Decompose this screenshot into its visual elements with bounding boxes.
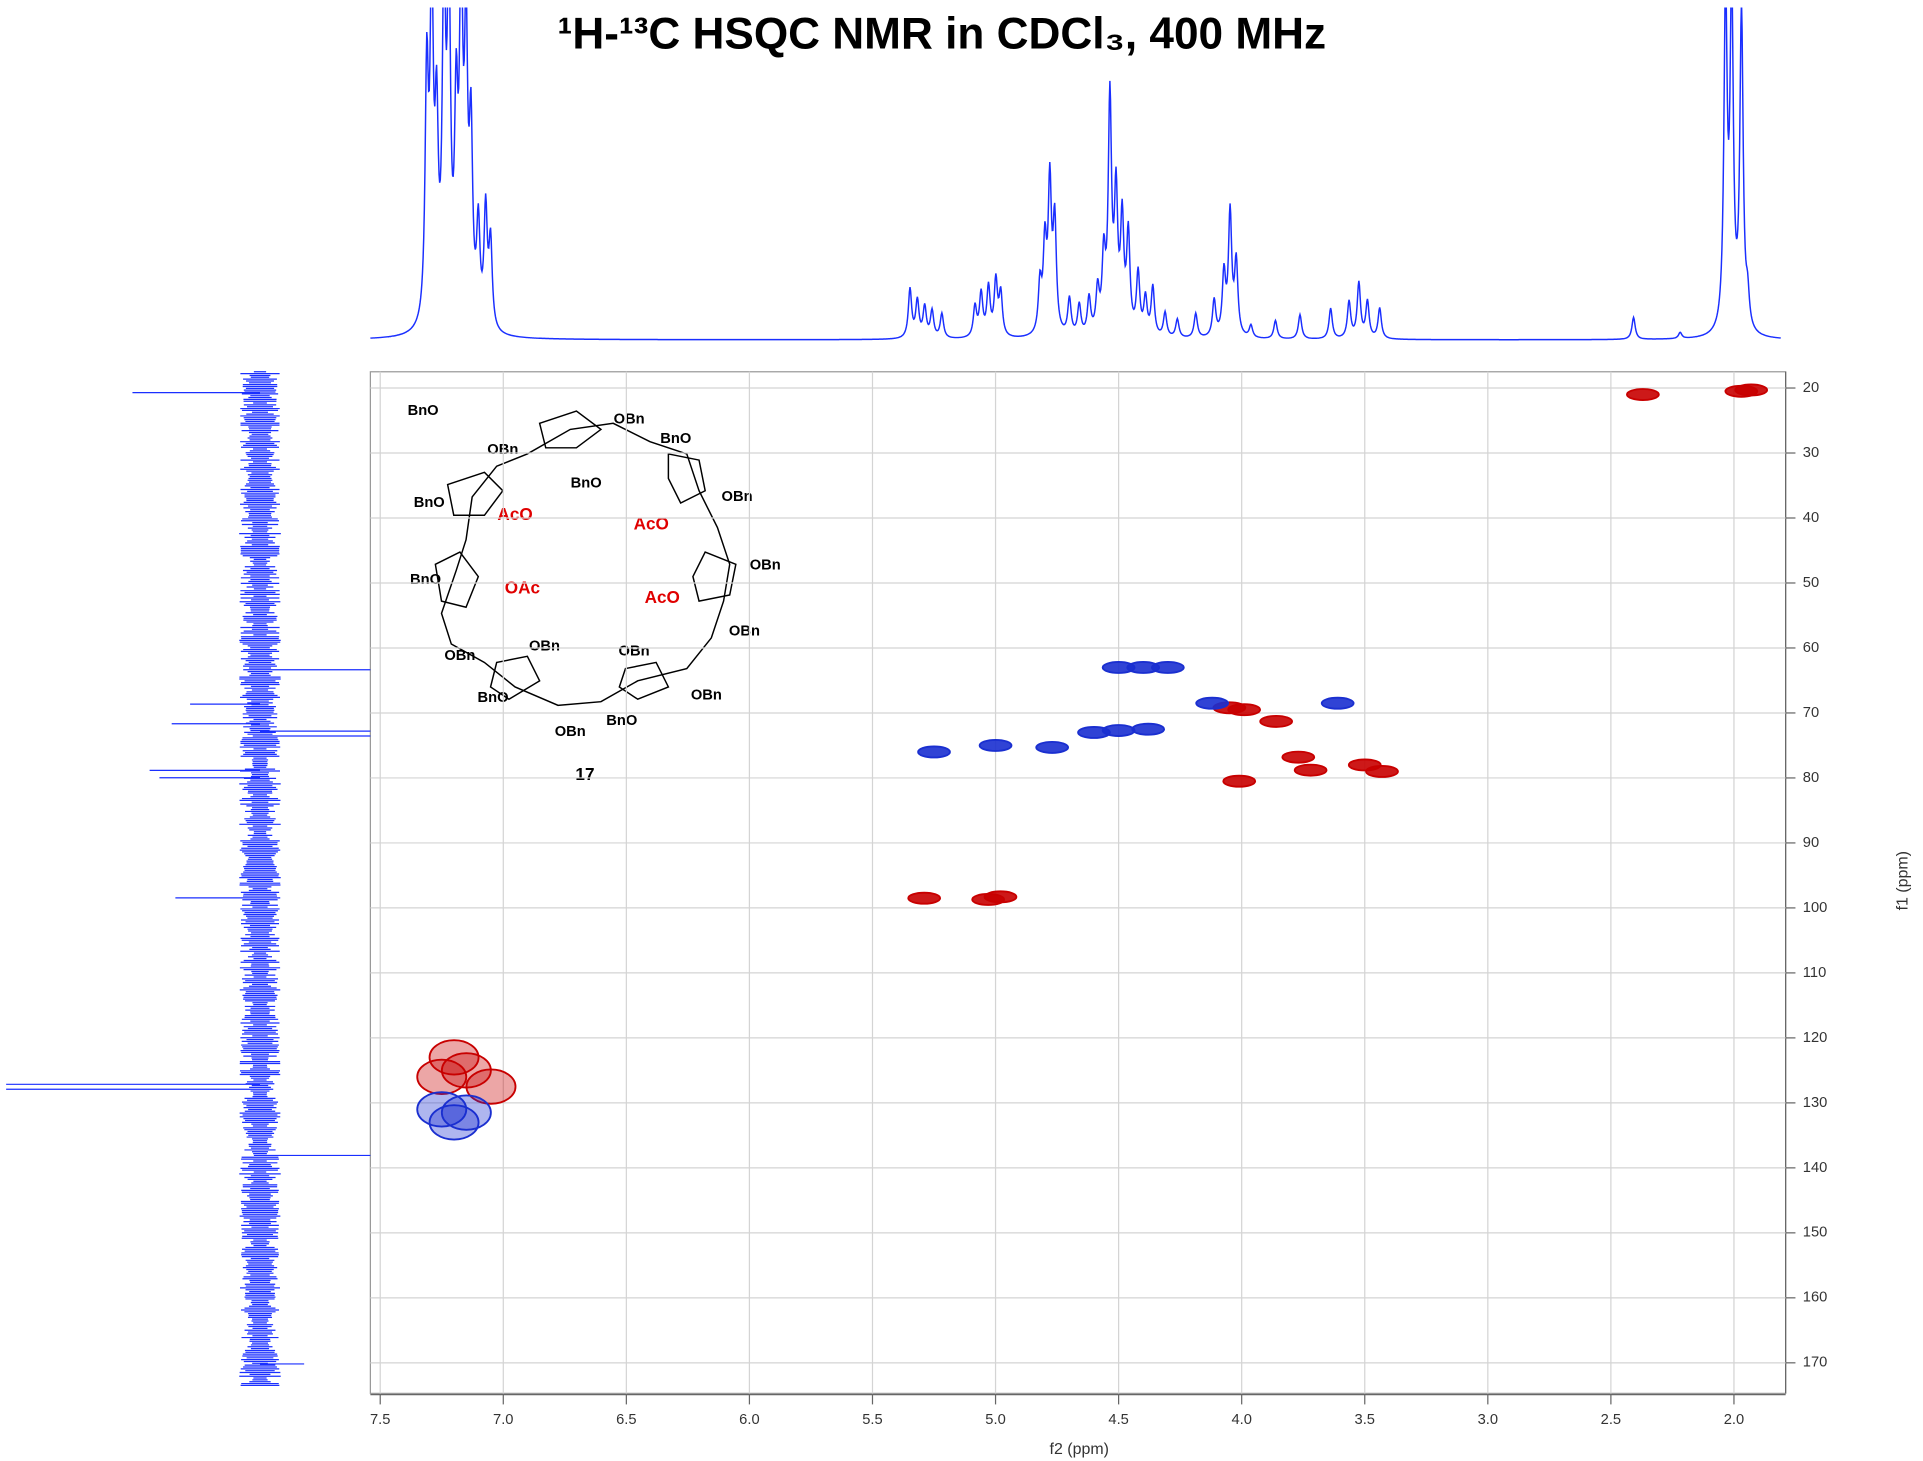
f1-projection	[6, 371, 371, 1387]
atom-label: OBn	[529, 638, 560, 654]
atom-label: BnO	[414, 495, 445, 511]
x-axis-label: f2 (ppm)	[1050, 1441, 1109, 1458]
atom-label: BnO	[660, 431, 691, 447]
cross-peak	[907, 891, 942, 905]
x-tick-label: 3.0	[1478, 1412, 1498, 1428]
y-tick-label: 110	[1803, 965, 1826, 981]
y-tick-label: 40	[1803, 510, 1819, 526]
y-tick-label: 20	[1803, 380, 1819, 396]
atom-label: OAc	[505, 577, 541, 597]
x-tick-label: 6.5	[616, 1412, 636, 1428]
cross-peak	[1626, 388, 1660, 401]
cross-peak	[1259, 714, 1294, 728]
atom-label: AcO	[497, 504, 532, 524]
y-tick-label: 30	[1803, 445, 1819, 461]
atom-label: OBn	[555, 724, 586, 740]
x-tick-label: 2.0	[1724, 1412, 1744, 1428]
atom-label: OBn	[444, 648, 475, 664]
y-tick-label: 90	[1803, 835, 1819, 851]
x-tick-label: 6.0	[739, 1412, 759, 1428]
atom-label: BnO	[606, 713, 637, 729]
compound-number: 17	[575, 764, 594, 784]
x-tick-label: 4.0	[1231, 1412, 1251, 1428]
cross-peak	[1195, 696, 1230, 710]
cross-peak	[1320, 696, 1355, 710]
cross-peak	[917, 745, 951, 759]
cross-peak	[978, 739, 1013, 752]
atom-label: OBn	[619, 643, 650, 659]
y-tick-label: 170	[1803, 1355, 1828, 1371]
cross-peak	[1131, 722, 1166, 736]
y-tick-label: 120	[1803, 1030, 1828, 1046]
cross-peak	[1734, 383, 1769, 397]
y-tick-label: 160	[1803, 1290, 1828, 1306]
atom-label: OBn	[614, 411, 645, 427]
cross-peak	[983, 890, 1018, 904]
cross-peak	[1101, 724, 1136, 737]
y-tick-label: 50	[1803, 575, 1819, 591]
y-tick-label: 100	[1803, 900, 1828, 916]
x-tick-label: 2.5	[1601, 1412, 1621, 1428]
cross-peak	[440, 1094, 492, 1131]
cross-peak	[465, 1068, 517, 1105]
f2-projection	[370, 7, 1781, 341]
atom-label: OBn	[750, 557, 781, 573]
cross-peak	[1281, 750, 1316, 764]
atom-label: AcO	[645, 587, 680, 607]
plot-frame	[369, 371, 1787, 1394]
cross-peak	[1227, 703, 1262, 717]
peaks	[416, 383, 1769, 1141]
x-tick-label: 4.5	[1108, 1412, 1128, 1428]
y-tick-label: 150	[1803, 1225, 1828, 1241]
y-tick-label: 130	[1803, 1095, 1828, 1111]
y-axis-label: f1 (ppm)	[1895, 851, 1912, 910]
y-tick-label: 80	[1803, 770, 1819, 786]
x-tick-label: 5.0	[985, 1412, 1005, 1428]
cross-peak	[1150, 661, 1185, 674]
y-tick-label: 140	[1803, 1160, 1828, 1176]
cross-peak	[428, 1039, 480, 1076]
y-tick-label: 70	[1803, 705, 1819, 721]
cross-peak	[1035, 740, 1070, 754]
cross-peak	[1365, 765, 1399, 778]
atom-label: OBn	[691, 687, 722, 703]
x-tick-label: 7.5	[370, 1412, 390, 1428]
x-tick-label: 3.5	[1355, 1412, 1375, 1428]
atom-label: BnO	[477, 690, 508, 706]
atom-label: BnO	[408, 403, 439, 419]
atom-label: BnO	[571, 475, 602, 491]
x-tick-label: 7.0	[493, 1412, 513, 1428]
cross-peak	[1293, 763, 1328, 777]
x-tick-label: 5.5	[862, 1412, 882, 1428]
atom-label: AcO	[634, 514, 669, 534]
atom-label: OBn	[722, 489, 753, 505]
atom-label: BnO	[410, 572, 441, 588]
atom-label: OBn	[729, 624, 760, 640]
chart-title: ¹H-¹³C HSQC NMR in CDCl₃, 400 MHz	[558, 10, 1326, 59]
cross-peak	[1222, 774, 1257, 788]
y-tick-label: 60	[1803, 640, 1819, 656]
